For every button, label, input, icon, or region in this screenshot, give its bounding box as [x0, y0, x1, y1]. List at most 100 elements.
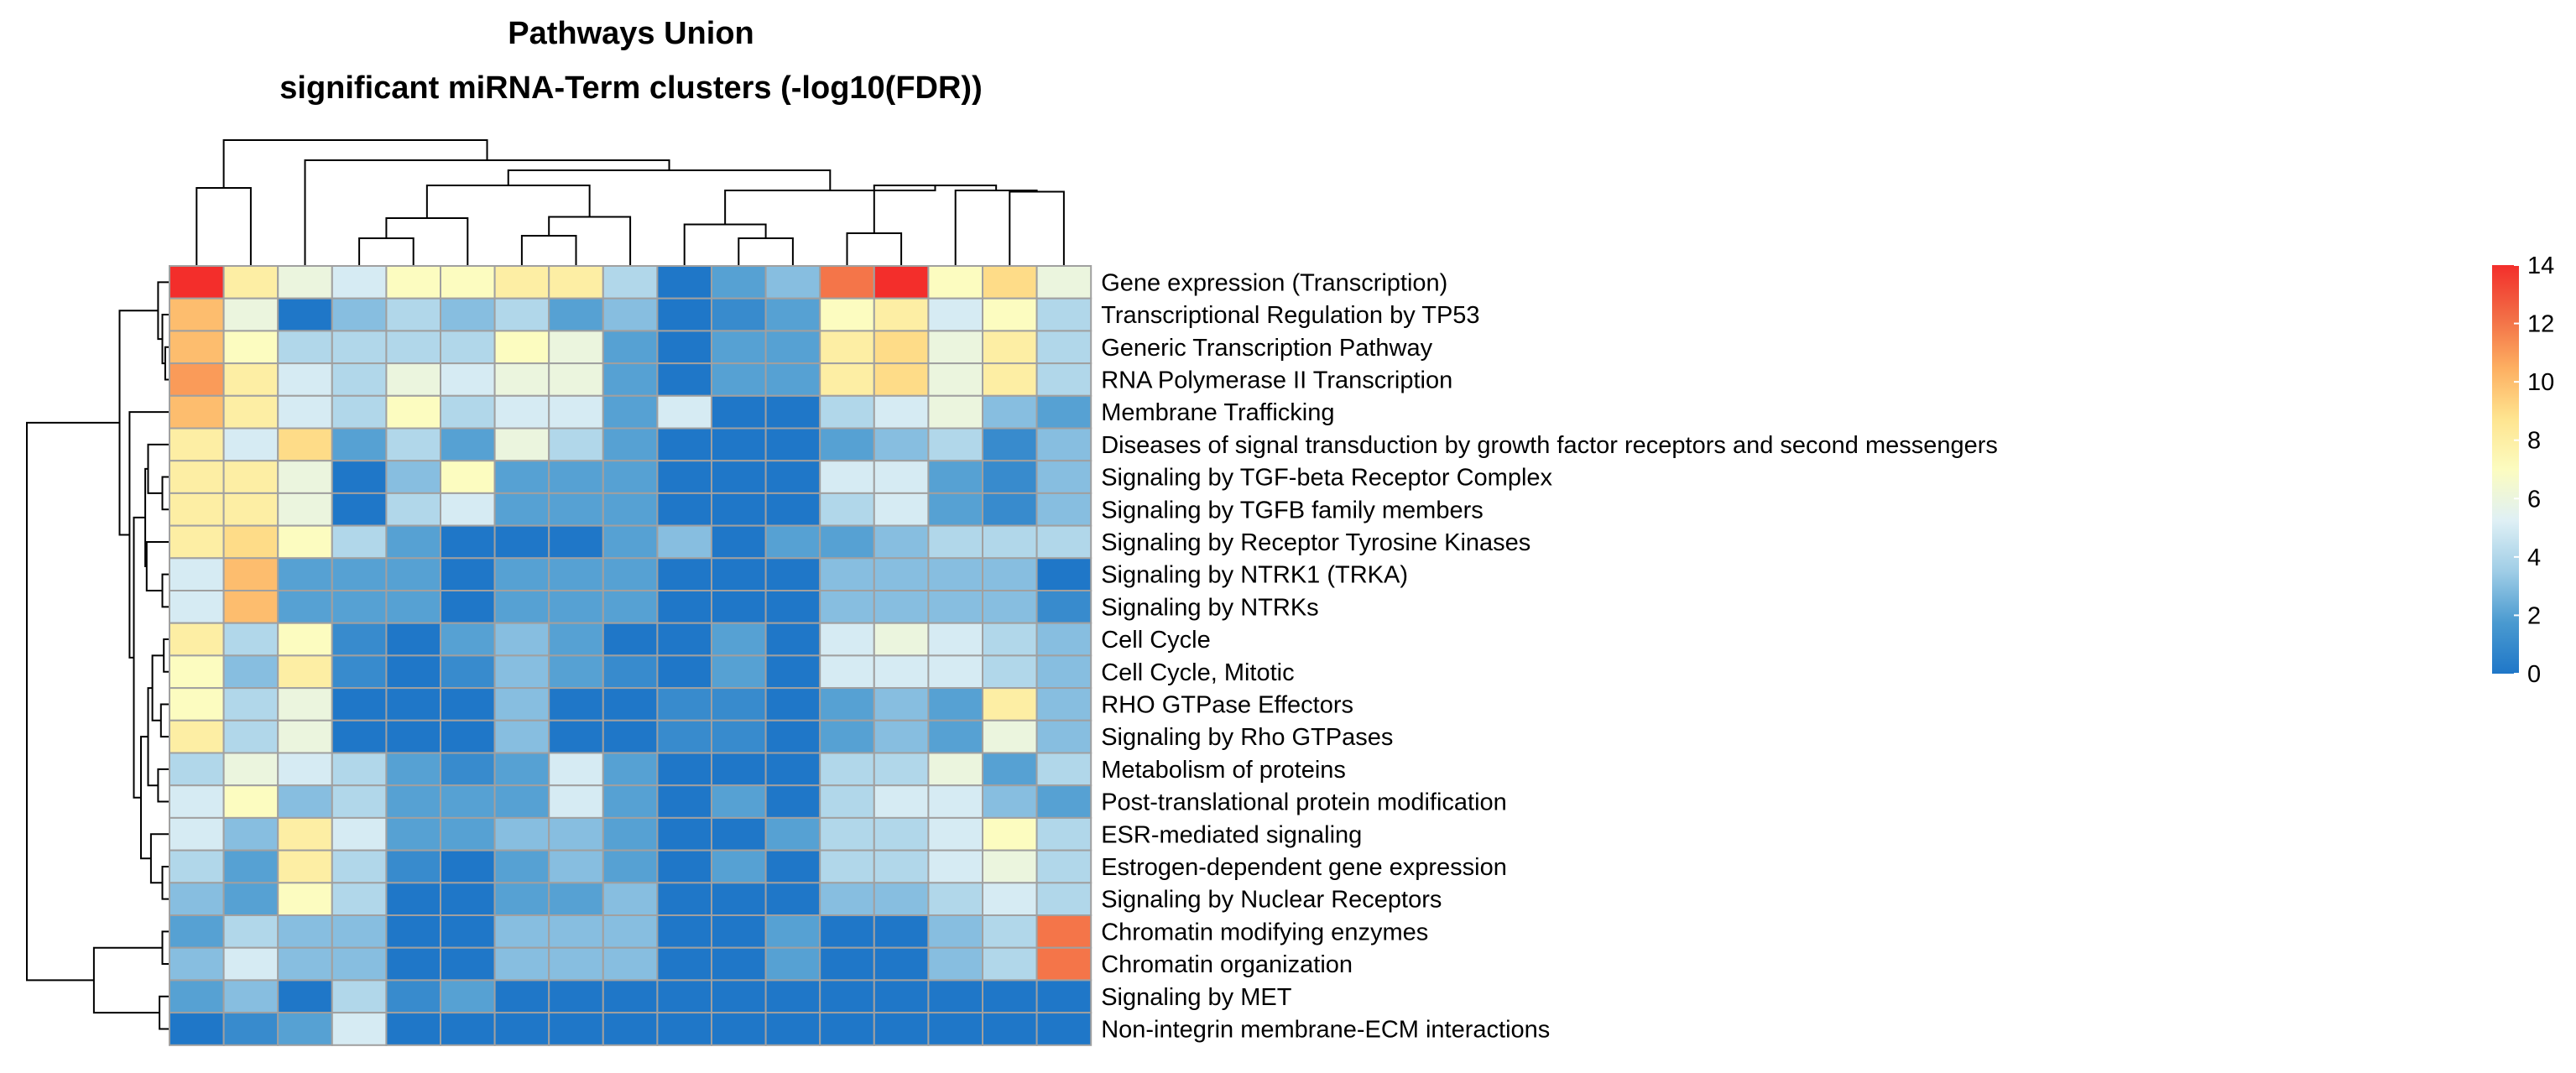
row-dendrogram-branch — [159, 703, 169, 738]
heatmap-cell — [222, 265, 279, 300]
column-dendrogram-branch — [507, 169, 832, 190]
heatmap-cell — [169, 330, 225, 365]
column-dendrogram-branch — [738, 237, 794, 266]
heatmap-cell — [711, 1012, 767, 1046]
heatmap-cell — [764, 1012, 821, 1046]
heatmap-cell — [222, 784, 279, 819]
heatmap-cell — [873, 492, 930, 527]
heatmap-cell — [331, 1012, 388, 1046]
heatmap-cell — [927, 330, 984, 365]
heatmap-cell — [493, 460, 550, 494]
heatmap-cell — [169, 816, 225, 852]
column-dendrogram-branch — [846, 232, 903, 266]
row-dendrogram-branch — [161, 930, 169, 966]
heatmap-cell — [711, 752, 767, 787]
heatmap-cell — [440, 687, 496, 721]
heatmap-cell — [169, 362, 225, 397]
heatmap-cell — [602, 654, 659, 690]
heatmap-cell — [548, 394, 604, 430]
row-label: Signaling by Receptor Tyrosine Kinases — [1101, 529, 1530, 556]
heatmap-cell — [493, 330, 550, 365]
heatmap-cell — [385, 265, 441, 300]
heatmap-cell — [385, 590, 441, 624]
heatmap-cell — [819, 460, 875, 494]
heatmap-cell — [982, 784, 1038, 819]
heatmap-cell — [548, 849, 604, 884]
heatmap-cell — [548, 719, 604, 754]
row-label: Chromatin organization — [1101, 951, 1353, 978]
heatmap-cell — [331, 654, 388, 690]
row-labels: Gene expression (Transcription) Transcrip… — [1101, 269, 1998, 1043]
heatmap-cell — [927, 816, 984, 852]
heatmap-cell — [1035, 622, 1092, 657]
row-label: Non-integrin membrane-ECM interactions — [1101, 1016, 1550, 1043]
heatmap-cell — [385, 882, 441, 917]
heatmap-cell — [711, 557, 767, 591]
heatmap-cell — [711, 687, 767, 721]
heatmap-cell — [656, 362, 713, 397]
row-dendrogram-branch — [157, 281, 169, 341]
heatmap-cell — [982, 265, 1038, 300]
heatmap-cell — [927, 394, 984, 430]
heatmap-cell — [982, 330, 1038, 365]
heatmap-cell — [548, 687, 604, 721]
legend-tick-label: 14 — [2527, 253, 2554, 279]
heatmap-cell — [331, 979, 388, 1014]
heatmap-cell — [602, 590, 659, 624]
heatmap-cell — [1035, 590, 1092, 624]
heatmap-cell — [1035, 752, 1092, 787]
chart-subtitle: significant miRNA-Term clusters (-log10(… — [279, 70, 982, 106]
row-dendrogram-branch — [159, 995, 169, 1030]
row-label: RHO GTPase Effectors — [1101, 691, 1353, 718]
heatmap-cell — [656, 752, 713, 787]
heatmap-cell — [277, 979, 333, 1014]
column-dendrogram-branch — [222, 139, 488, 188]
heatmap-cell — [548, 946, 604, 982]
legend-tick-label: 6 — [2527, 486, 2541, 513]
heatmap-cell — [222, 297, 279, 332]
heatmap-cell — [602, 719, 659, 754]
heatmap-cell — [222, 362, 279, 397]
heatmap-cell — [927, 882, 984, 917]
heatmap-cell — [602, 882, 659, 917]
heatmap-cell — [331, 946, 388, 982]
heatmap-cell — [873, 816, 930, 852]
heatmap-cell — [1035, 849, 1092, 884]
heatmap-cell — [764, 687, 821, 721]
heatmap-cell — [277, 297, 333, 332]
heatmap-cell — [1035, 330, 1092, 365]
heatmap-cell — [331, 492, 388, 527]
heatmap-cell — [385, 460, 441, 494]
heatmap-cell — [711, 654, 767, 690]
heatmap-cell — [440, 622, 496, 657]
heatmap-cell — [385, 979, 441, 1014]
heatmap-cell — [493, 492, 550, 527]
column-dendrogram-branch — [548, 216, 632, 266]
row-label: Gene expression (Transcription) — [1101, 269, 1447, 296]
heatmap-cell — [927, 1012, 984, 1046]
column-dendrogram-branch — [724, 185, 936, 225]
heatmap-cell — [927, 784, 984, 819]
heatmap-cell — [385, 687, 441, 721]
row-label: Post-translational protein modification — [1101, 789, 1507, 816]
heatmap-cell — [602, 330, 659, 365]
heatmap-cell — [764, 816, 821, 852]
heatmap-cell — [1035, 492, 1092, 527]
heatmap-cell — [548, 784, 604, 819]
heatmap-cell — [222, 654, 279, 690]
heatmap-cell — [548, 590, 604, 624]
heatmap-cell — [982, 719, 1038, 754]
row-label: Chromatin modifying enzymes — [1101, 919, 1428, 945]
heatmap-cell — [440, 524, 496, 560]
heatmap-cell — [764, 946, 821, 982]
heatmap-cell — [493, 914, 550, 949]
heatmap-cell — [982, 394, 1038, 430]
heatmap-cell — [982, 524, 1038, 560]
heatmap-cell — [982, 849, 1038, 884]
heatmap-cell — [764, 719, 821, 754]
heatmap-cell — [873, 590, 930, 624]
row-dendrogram-branch — [157, 768, 169, 803]
heatmap-cell — [331, 752, 388, 787]
heatmap-cell — [440, 882, 496, 917]
heatmap-cell — [819, 590, 875, 624]
